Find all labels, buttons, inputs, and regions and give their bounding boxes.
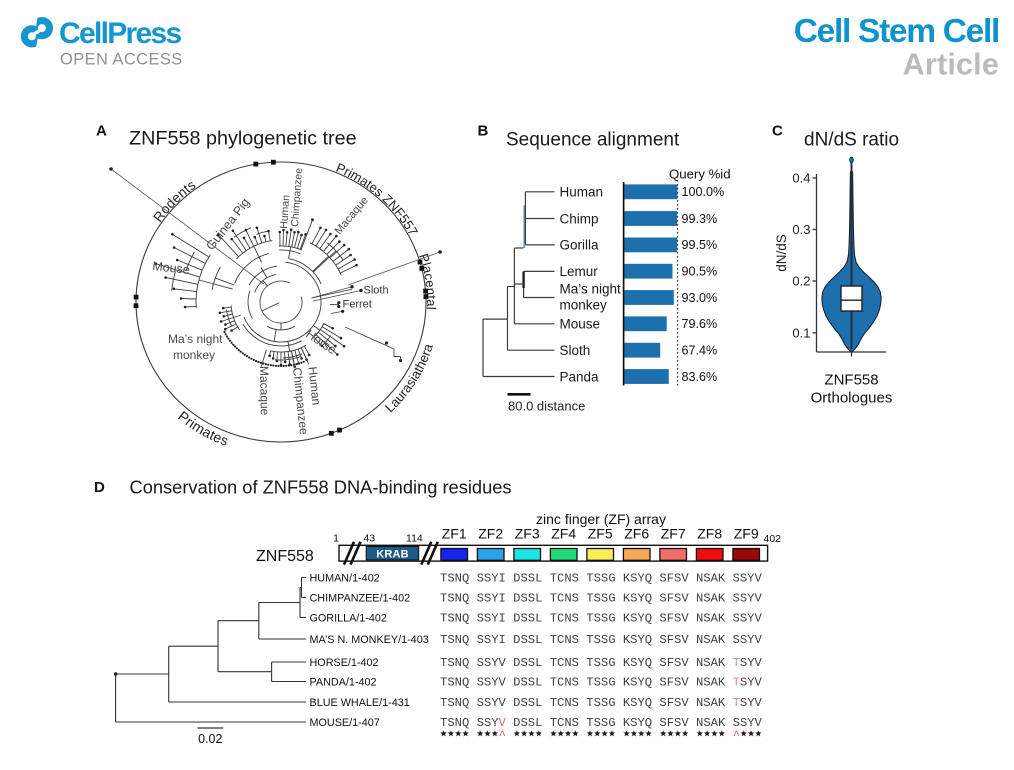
svg-text:ZF7: ZF7 — [661, 526, 686, 542]
svg-text:MOUSE/1-407: MOUSE/1-407 — [310, 717, 380, 729]
svg-text:^: ^ — [733, 729, 740, 743]
svg-text:BLUE WHALE/1-431: BLUE WHALE/1-431 — [310, 697, 410, 709]
svg-text:99.3%: 99.3% — [682, 212, 718, 226]
svg-text:Ferret: Ferret — [343, 299, 372, 311]
svg-text:dN/dS: dN/dS — [774, 234, 789, 272]
svg-text:Sloth: Sloth — [560, 343, 591, 358]
svg-text:TSNQ SSYI DSSL TCNS TSSG KSYQ: TSNQ SSYI DSSL TCNS TSSG KSYQ SFSV NSAK … — [440, 612, 762, 626]
svg-text:0.3: 0.3 — [792, 222, 810, 237]
svg-text:99.5%: 99.5% — [682, 238, 718, 252]
svg-text:0.1: 0.1 — [792, 325, 810, 340]
svg-text:TSNQ SSYI DSSL TCNS TSSG KSYQ: TSNQ SSYI DSSL TCNS TSSG KSYQ SFSV NSAK … — [440, 592, 762, 606]
svg-text:B: B — [478, 123, 489, 140]
svg-text:ZF2: ZF2 — [478, 526, 503, 542]
svg-text:ZNF558: ZNF558 — [824, 372, 878, 389]
svg-text:67.4%: 67.4% — [682, 344, 718, 358]
svg-text:79.6%: 79.6% — [682, 317, 718, 331]
svg-text:Chimp: Chimp — [560, 211, 599, 226]
svg-text:83.6%: 83.6% — [682, 370, 718, 384]
svg-text:MA’S N. MONKEY/1-403: MA’S N. MONKEY/1-403 — [310, 634, 429, 646]
svg-text:Query %id: Query %id — [669, 167, 731, 182]
svg-text:Panda: Panda — [560, 369, 600, 384]
svg-text:A: A — [96, 123, 107, 140]
svg-text:402: 402 — [764, 533, 782, 545]
svg-text:Human: Human — [560, 185, 604, 200]
svg-text:C: C — [772, 123, 783, 140]
svg-text:monkey: monkey — [173, 348, 215, 362]
svg-text:ZNF558 phylogenetic tree: ZNF558 phylogenetic tree — [129, 128, 357, 150]
svg-text:Sequence alignment: Sequence alignment — [506, 130, 680, 151]
svg-text:TSNQ SSYV DSSL TCNS TSSG KSYQ: TSNQ SSYV DSSL TCNS TSSG KSYQ SFSV NSAK … — [440, 716, 763, 730]
svg-text:Sloth: Sloth — [364, 285, 389, 297]
svg-text:HUMAN/1-402: HUMAN/1-402 — [310, 572, 380, 584]
svg-text:TSNQ SSYI DSSL TCNS TSSG KSYQ: TSNQ SSYI DSSL TCNS TSSG KSYQ SFSV NSAK … — [440, 633, 762, 647]
svg-text:OPEN ACCESS: OPEN ACCESS — [60, 51, 183, 69]
svg-text:Conservation of ZNF558 DNA-bin: Conservation of ZNF558 DNA-binding resid… — [130, 477, 512, 498]
svg-text:ZF3: ZF3 — [515, 526, 540, 542]
svg-text:0.2: 0.2 — [792, 274, 810, 289]
svg-text:0.02: 0.02 — [198, 732, 222, 746]
svg-text:Lemur: Lemur — [560, 264, 599, 279]
svg-text:1: 1 — [333, 533, 339, 545]
svg-text:Article: Article — [903, 48, 999, 82]
svg-text:Orthologues: Orthologues — [811, 390, 893, 407]
svg-text:Macaque: Macaque — [257, 366, 272, 416]
svg-text:TSNQ SSYI DSSL TCNS TSSG KSYQ: TSNQ SSYI DSSL TCNS TSSG KSYQ SFSV NSAK … — [440, 572, 762, 586]
svg-text:GORILLA/1-402: GORILLA/1-402 — [310, 612, 387, 624]
svg-text:KRAB: KRAB — [376, 549, 409, 561]
svg-text:ZF5: ZF5 — [588, 526, 613, 542]
svg-text:HORSE/1-402: HORSE/1-402 — [310, 657, 379, 669]
svg-text:zinc finger (ZF) array: zinc finger (ZF) array — [536, 511, 666, 527]
svg-text:PANDA/1-402: PANDA/1-402 — [310, 676, 377, 688]
svg-text:90.5%: 90.5% — [682, 265, 718, 279]
svg-text:0.4: 0.4 — [792, 171, 810, 186]
svg-text:TSNQ SSYV DSSL TCNS TSSG KSYQ: TSNQ SSYV DSSL TCNS TSSG KSYQ SFSV NSAK … — [440, 676, 763, 690]
svg-text:Cell Stem Cell: Cell Stem Cell — [794, 13, 999, 50]
svg-text:CHIMPANZEE/1-402: CHIMPANZEE/1-402 — [310, 592, 411, 604]
svg-text:monkey: monkey — [560, 298, 608, 313]
svg-text:D: D — [94, 479, 105, 496]
svg-text:Gorilla: Gorilla — [560, 238, 600, 253]
svg-text:dN/dS ratio: dN/dS ratio — [804, 130, 899, 151]
svg-text:80.0 distance: 80.0 distance — [508, 399, 585, 414]
svg-text:ZF4: ZF4 — [551, 526, 576, 542]
svg-text:TSNQ SSYV DSSL TCNS TSSG KSYQ: TSNQ SSYV DSSL TCNS TSSG KSYQ SFSV NSAK … — [440, 696, 763, 710]
svg-text:ZF1: ZF1 — [442, 526, 467, 542]
svg-text:ZNF558: ZNF558 — [256, 548, 314, 565]
svg-text:^: ^ — [499, 729, 506, 743]
svg-text:ZF8: ZF8 — [697, 526, 722, 542]
svg-text:Ma’s night: Ma’s night — [560, 281, 622, 296]
svg-text:Ma’s night: Ma’s night — [168, 332, 223, 346]
svg-text:CellPress: CellPress — [59, 17, 181, 50]
svg-text:TSNQ SSYV DSSL TCNS TSSG KSYQ: TSNQ SSYV DSSL TCNS TSSG KSYQ SFSV NSAK … — [440, 656, 763, 670]
svg-text:Mouse: Mouse — [560, 317, 601, 332]
svg-text:93.0%: 93.0% — [682, 291, 718, 305]
svg-text:43: 43 — [363, 533, 375, 545]
svg-text:ZF9: ZF9 — [734, 526, 759, 542]
svg-text:114: 114 — [406, 533, 423, 545]
svg-text:ZF6: ZF6 — [624, 526, 649, 542]
svg-text:100.0%: 100.0% — [682, 185, 725, 199]
